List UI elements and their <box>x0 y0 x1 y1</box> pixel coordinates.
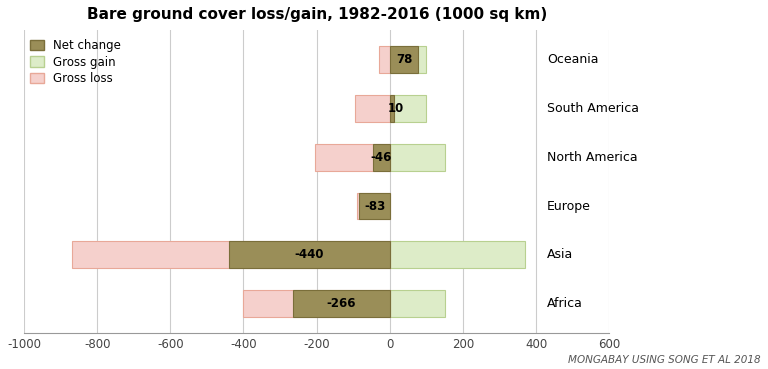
Text: -46: -46 <box>371 151 392 163</box>
Text: Europe: Europe <box>548 200 591 213</box>
Text: Asia: Asia <box>548 248 574 261</box>
Bar <box>390 95 426 122</box>
Text: North America: North America <box>548 151 638 163</box>
Bar <box>390 144 445 170</box>
Title: Bare ground cover loss/gain, 1982-2016 (1000 sq km): Bare ground cover loss/gain, 1982-2016 (… <box>87 7 547 22</box>
Text: Africa: Africa <box>548 297 583 310</box>
Bar <box>315 144 390 170</box>
Bar <box>373 144 390 170</box>
Bar <box>355 95 390 122</box>
Bar <box>390 46 426 73</box>
Bar <box>379 46 390 73</box>
Text: Oceania: Oceania <box>548 53 599 66</box>
Bar <box>357 193 390 220</box>
Bar <box>243 290 390 317</box>
Text: -83: -83 <box>364 200 386 213</box>
Text: 78: 78 <box>396 53 412 66</box>
Bar <box>390 290 445 317</box>
Text: 10: 10 <box>387 102 403 115</box>
Legend: Net change, Gross gain, Gross loss: Net change, Gross gain, Gross loss <box>30 39 121 85</box>
Bar <box>359 193 390 220</box>
Bar <box>390 95 393 122</box>
Text: -440: -440 <box>295 248 324 261</box>
Bar <box>390 46 419 73</box>
Bar <box>293 290 390 317</box>
Text: -266: -266 <box>326 297 356 310</box>
Bar <box>390 241 525 268</box>
Bar <box>71 241 390 268</box>
Text: MONGABAY USING SONG ET AL 2018: MONGABAY USING SONG ET AL 2018 <box>568 355 760 365</box>
Text: South America: South America <box>548 102 639 115</box>
Bar <box>229 241 390 268</box>
